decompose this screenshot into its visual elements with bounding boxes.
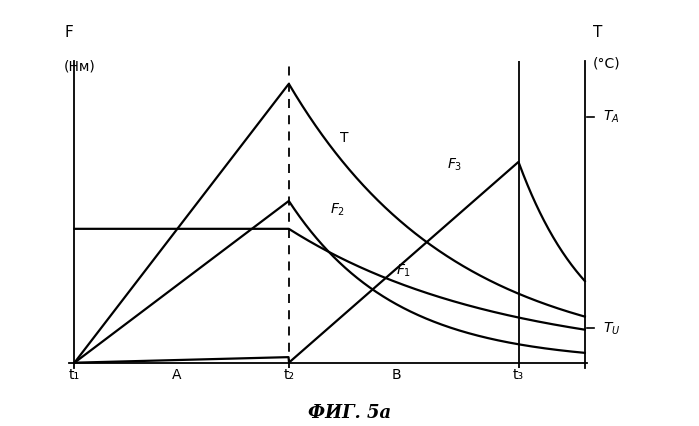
Text: $F_1$: $F_1$ [396,263,411,279]
Text: (°C): (°C) [593,57,620,71]
Text: $T_U$: $T_U$ [603,320,621,337]
Text: F: F [64,25,73,40]
Text: $T_A$: $T_A$ [603,109,619,125]
Text: $F_3$: $F_3$ [447,157,463,173]
Text: ФИГ. 5а: ФИГ. 5а [308,404,391,422]
Text: $F_2$: $F_2$ [330,201,345,218]
Text: T: T [593,25,602,40]
Text: (Нм): (Нм) [64,60,96,74]
Text: T: T [340,131,348,145]
